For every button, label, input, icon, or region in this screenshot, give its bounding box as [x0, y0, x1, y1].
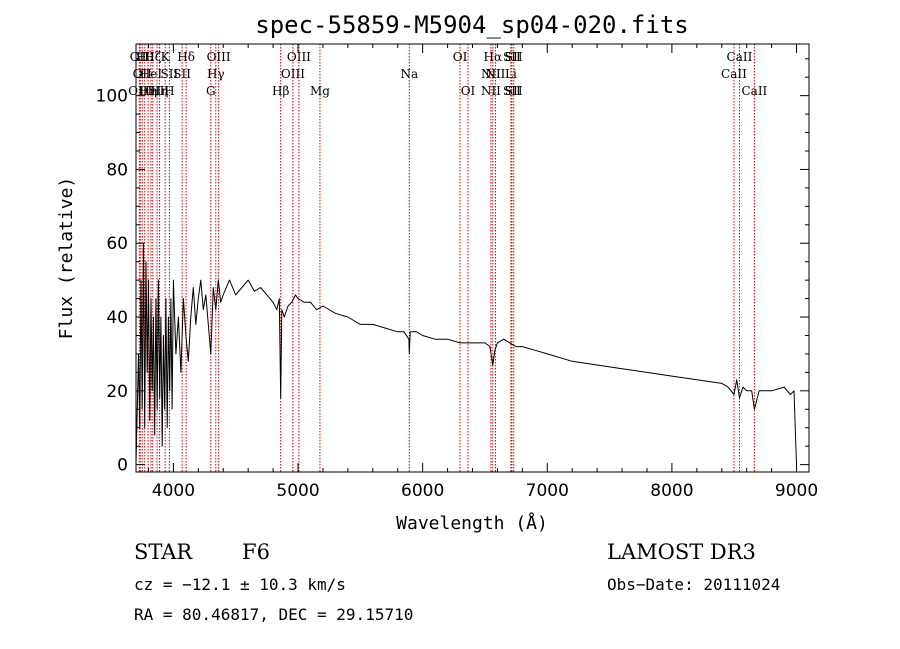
line-label: Hζ [144, 50, 161, 64]
y-axis-ticks: 0 20 40 60 80 100 [96, 58, 809, 476]
redshift-cz: cz = −12.1 ± 10.3 km/s [134, 575, 346, 594]
line-label: CaII [727, 50, 753, 64]
y-tick-label: 0 [117, 456, 128, 476]
y-tick-label: 60 [106, 234, 128, 254]
x-tick-label: 6000 [401, 481, 444, 501]
plot-frame [135, 43, 810, 473]
line-label: SII [161, 67, 179, 81]
y-axis-label: Flux (relative) [56, 177, 77, 340]
spectrum-line [135, 242, 797, 465]
line-label: OIII [128, 84, 152, 98]
line-label: CaII [721, 67, 747, 81]
line-label: OIII [207, 50, 231, 64]
line-label: SII [505, 50, 523, 64]
line-label: SII [503, 84, 521, 98]
line-label: G [206, 84, 216, 98]
line-label: Hθ [136, 50, 154, 64]
line-label: OIII [145, 84, 169, 98]
line-label: Na [400, 67, 418, 81]
line-label: Hδ [177, 50, 195, 64]
line-label: OII [130, 50, 150, 64]
line-label: NII [485, 67, 505, 81]
line-label: Hη [139, 84, 157, 98]
spectrum-series [135, 242, 797, 465]
line-label: Hη [151, 84, 169, 98]
ra-dec: RA = 80.46817, DEC = 29.15710 [134, 605, 413, 624]
line-label: CaII [741, 84, 767, 98]
line-label: Hα [484, 50, 503, 64]
survey-name: LAMOST DR3 [607, 540, 756, 564]
line-label: SII [173, 67, 191, 81]
x-tick-label: 5000 [276, 481, 319, 501]
x-tick-label: 8000 [650, 481, 693, 501]
line-label: H [164, 84, 174, 98]
line-markers [138, 44, 755, 472]
line-label: NII [481, 84, 501, 98]
subclass: F6 [242, 540, 270, 564]
line-labels: OIIOIIIOIIHθHηHeIHζOIIIHηKSIIHSIIHδGHγOI… [128, 50, 767, 98]
y-tick-label: 40 [106, 308, 128, 328]
line-label: NII [481, 67, 501, 81]
line-label: Mg [310, 84, 330, 98]
line-label: OI [453, 50, 468, 64]
line-label: SII [503, 50, 521, 64]
line-label: SII [505, 84, 523, 98]
chart-title: spec-55859-M5904_sp04-020.fits [255, 11, 688, 39]
x-tick-label: 4000 [152, 481, 195, 501]
y-tick-label: 80 [106, 160, 128, 180]
x-tick-label: 9000 [775, 481, 818, 501]
obs-date: Obs−Date: 20111024 [607, 575, 780, 594]
line-label: OIII [281, 67, 305, 81]
line-label: Hβ [272, 84, 289, 98]
line-label: Hγ [207, 67, 225, 81]
line-label: K [161, 50, 171, 64]
line-label: HeI [140, 67, 163, 81]
line-label: OI [461, 84, 476, 98]
x-axis-ticks: 4000 5000 6000 7000 8000 9000 [147, 44, 818, 501]
y-tick-label: 100 [96, 87, 128, 107]
line-label: Li [505, 67, 517, 81]
x-tick-label: 7000 [526, 481, 569, 501]
y-tick-label: 20 [106, 382, 128, 402]
line-label: OIII [287, 50, 311, 64]
object-class: STAR [134, 540, 193, 564]
x-axis-label: Wavelength (Å) [396, 512, 548, 534]
